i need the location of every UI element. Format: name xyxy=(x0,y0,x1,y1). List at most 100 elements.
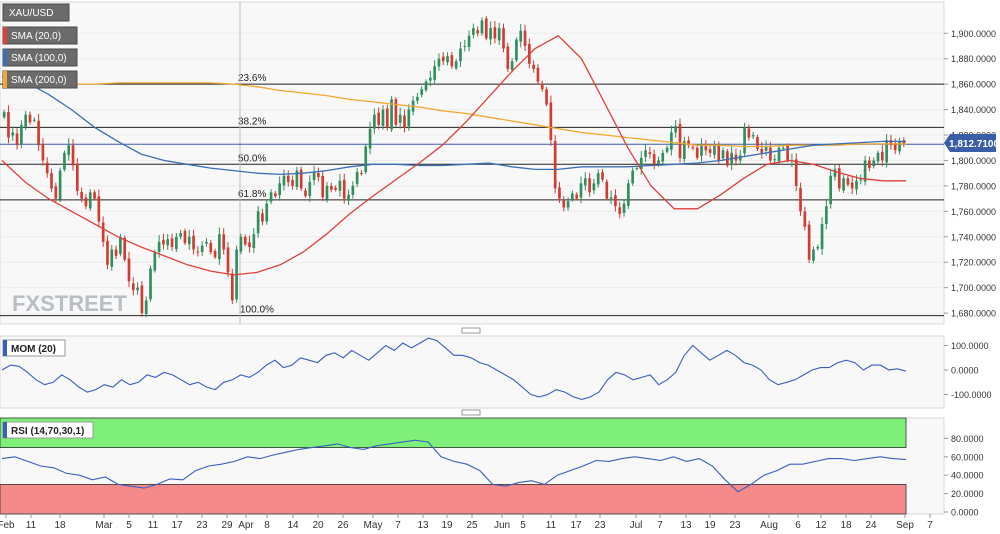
rsi-tick-label: 80.0000 xyxy=(951,434,984,444)
candle-down xyxy=(54,186,58,199)
candle-down xyxy=(588,178,591,193)
time-tick-label: Feb xyxy=(0,520,15,531)
candle-up xyxy=(200,245,204,253)
time-tick-label: 12 xyxy=(815,520,827,531)
time-tick-label: 11 xyxy=(26,520,37,531)
candle-down xyxy=(342,179,346,199)
candle-up xyxy=(721,150,725,159)
time-tick-label: 17 xyxy=(570,520,582,531)
time-tick-label: 7 xyxy=(395,520,401,531)
legend-sma-20[interactable]: SMA (20,0) xyxy=(2,26,78,45)
candle-down xyxy=(691,147,695,149)
candle-up xyxy=(459,48,462,62)
candle-down xyxy=(678,124,682,158)
candle-down xyxy=(329,185,333,190)
candle-down xyxy=(226,247,230,273)
candle-up xyxy=(898,141,901,152)
candle-up xyxy=(312,171,316,181)
candle-up xyxy=(627,183,630,206)
time-tick-label: 13 xyxy=(417,520,429,531)
candle-down xyxy=(850,182,854,189)
candle-down xyxy=(540,83,544,90)
candle-down xyxy=(286,175,290,183)
candle-up xyxy=(433,66,436,80)
candle-down xyxy=(807,224,811,260)
time-tick-label: 17 xyxy=(171,520,183,531)
candle-down xyxy=(84,197,88,207)
candle-down xyxy=(893,143,897,151)
panel-resize-handle-1[interactable] xyxy=(461,327,481,334)
candle-up xyxy=(368,128,372,149)
candle-down xyxy=(209,242,213,253)
candle-down xyxy=(484,18,488,39)
legend-sma-100[interactable]: SMA (100,0) xyxy=(2,48,78,67)
rsi-label: RSI (14,70,30,1) xyxy=(11,426,84,437)
fib-level-label: 50.0% xyxy=(238,153,266,164)
candle-up xyxy=(355,171,359,184)
candle-up xyxy=(592,183,596,191)
candle-down xyxy=(28,114,32,123)
candle-up xyxy=(472,28,475,35)
time-tick-label: 23 xyxy=(594,520,606,531)
price-tick-label: 1,700.0000 xyxy=(951,283,996,293)
time-tick-label: Jul xyxy=(630,520,643,531)
time-tick-label: 11 xyxy=(546,520,557,531)
candle-up xyxy=(510,61,514,70)
candle-down xyxy=(7,112,10,138)
candle-up xyxy=(670,132,673,150)
candle-down xyxy=(304,190,307,197)
time-tick-label: Apr xyxy=(238,520,254,531)
watermark: FXSTREET xyxy=(12,291,127,316)
candle-down xyxy=(846,178,850,185)
candle-up xyxy=(398,114,402,123)
legend-mom[interactable]: MOM (20) xyxy=(2,339,66,357)
candle-up xyxy=(812,249,815,261)
candle-up xyxy=(816,246,820,249)
candle-up xyxy=(777,147,781,162)
candle-down xyxy=(493,27,497,39)
candle-down xyxy=(769,147,772,161)
candle-down xyxy=(889,140,893,146)
candle-down xyxy=(274,193,277,197)
candle-down xyxy=(299,169,303,189)
price-tick-label: 1,900.0000 xyxy=(951,29,996,39)
candle-down xyxy=(605,181,609,199)
candle-up xyxy=(278,183,281,196)
candle-down xyxy=(403,115,406,128)
candle-down xyxy=(162,239,165,245)
sma-200-label: SMA (200,0) xyxy=(11,75,67,86)
candle-down xyxy=(837,168,841,189)
candle-up xyxy=(149,268,152,300)
candle-up xyxy=(583,178,587,186)
candle-down xyxy=(385,108,389,128)
candle-down xyxy=(880,151,884,161)
time-tick-label: 5 xyxy=(126,520,132,531)
candle-up xyxy=(454,61,458,69)
candle-down xyxy=(747,128,751,138)
legend-rsi[interactable]: RSI (14,70,30,1) xyxy=(2,421,94,439)
candle-up xyxy=(781,147,785,149)
candle-up xyxy=(437,58,441,67)
candle-up xyxy=(424,81,428,91)
mom-tick-label: 0.0000 xyxy=(951,366,979,376)
candle-down xyxy=(75,163,79,191)
candle-down xyxy=(695,147,699,158)
price-panel xyxy=(0,1,945,325)
candle-up xyxy=(635,168,639,170)
candle-down xyxy=(93,192,96,199)
candle-down xyxy=(708,149,712,153)
price-tick-label: 1,740.0000 xyxy=(951,232,996,242)
candle-up xyxy=(110,249,114,267)
candle-up xyxy=(519,30,523,42)
panel-resize-handle-2[interactable] xyxy=(461,409,481,416)
time-tick-label: 29 xyxy=(221,520,233,531)
candle-up xyxy=(364,146,368,173)
candle-up xyxy=(420,89,424,95)
rsi-tick-label: 60.0000 xyxy=(951,452,984,462)
legend-sma-200[interactable]: SMA (200,0) xyxy=(2,70,78,89)
candle-down xyxy=(243,236,247,245)
legend-symbol[interactable]: XAU/USD xyxy=(2,3,70,22)
mom-tick-label: -100.0000 xyxy=(951,390,992,400)
time-tick-label: 23 xyxy=(196,520,208,531)
